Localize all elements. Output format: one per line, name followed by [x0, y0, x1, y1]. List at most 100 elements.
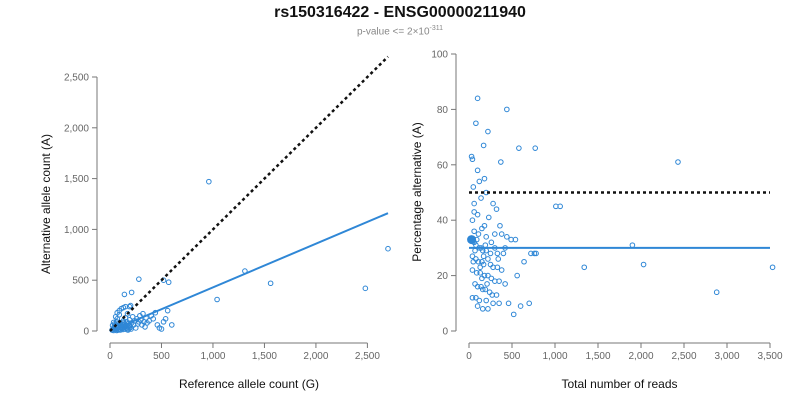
y-tick-label: 100: [431, 50, 448, 61]
y-tick-label: 80: [437, 105, 449, 116]
data-point: [267, 280, 274, 287]
subtitle-exponent: -311: [429, 25, 444, 32]
data-point: [473, 270, 480, 276]
left-scatter-panel: 0 500 1,000 1,500 2,000 2,500 0 500 1,000 1,500 2,…: [39, 55, 391, 391]
data-point: [128, 289, 135, 296]
data-point: [468, 153, 475, 160]
data-point: [490, 300, 496, 307]
data-point: [478, 195, 484, 201]
data-point: [514, 272, 520, 279]
data-point: [150, 316, 157, 322]
data-point: [482, 242, 489, 248]
data-point: [472, 247, 478, 254]
data-point: [471, 200, 477, 207]
x-tick-label: 2,500: [671, 351, 696, 362]
data-point: [493, 206, 500, 212]
data-point: [480, 253, 487, 260]
data-point: [126, 303, 133, 310]
data-point: [488, 239, 495, 246]
data-point: [164, 307, 171, 314]
data-point: [479, 225, 485, 232]
data-point: [483, 297, 490, 304]
data-point: [475, 258, 482, 265]
y-tick-label: 2,500: [64, 73, 89, 84]
data-point: [469, 267, 476, 273]
data-point: [493, 292, 500, 298]
chart-subtitle: p-value <= 2×10-311: [0, 25, 800, 37]
data-point: [473, 256, 479, 262]
data-point: [476, 297, 483, 304]
data-point: [517, 303, 524, 309]
data-point: [214, 296, 220, 303]
data-point: [485, 128, 491, 135]
data-point: [474, 167, 481, 174]
chart-title: rs150316422 - ENSG00000211940: [274, 4, 526, 21]
data-point: [471, 209, 477, 215]
y-tick-label: 1,000: [64, 225, 89, 236]
y-tick-label: 0: [442, 327, 448, 338]
x-tick-label: 2,000: [303, 351, 328, 362]
reference-line: [109, 55, 389, 332]
data-point: [385, 245, 391, 252]
data-point: [485, 272, 491, 279]
data-point: [481, 222, 488, 229]
data-point: [479, 306, 486, 312]
data-point: [640, 261, 647, 268]
data-point: [483, 234, 490, 240]
y-axis-title: Percentage alternative (A): [410, 122, 424, 261]
x-tick-label: 0: [466, 351, 472, 362]
data-point: [532, 145, 539, 151]
y-axis-title: Alternative allele count (A): [39, 134, 53, 274]
y-tick-label: 1,500: [64, 174, 89, 185]
data-point: [492, 231, 498, 237]
data-point: [481, 175, 488, 182]
data-point: [474, 283, 481, 290]
x-axis-title: Reference allele count (G): [179, 377, 319, 391]
data-point: [504, 106, 510, 113]
data-point: [479, 258, 485, 265]
highlight-point: [467, 235, 477, 245]
data-point: [478, 283, 484, 290]
data-point: [498, 267, 505, 273]
y-tick-label: 40: [437, 216, 449, 227]
data-point: [482, 286, 489, 293]
data-point: [474, 211, 481, 218]
data-point: [479, 275, 485, 282]
data-point: [487, 261, 494, 268]
data-point: [510, 311, 517, 318]
data-point: [498, 159, 504, 165]
data-point: [500, 250, 507, 257]
data-point: [475, 231, 482, 237]
data-point: [165, 279, 172, 286]
data-point: [124, 310, 131, 317]
data-point: [504, 234, 510, 240]
data-point: [471, 228, 477, 235]
y-tick-label: 60: [437, 160, 449, 171]
data-point: [162, 316, 169, 322]
x-tick-label: 1,000: [542, 351, 567, 362]
y-tick-label: 2,000: [64, 123, 89, 134]
x-tick-label: 3,000: [714, 351, 739, 362]
data-point: [713, 289, 720, 296]
data-point: [484, 281, 490, 287]
data-point: [487, 250, 494, 257]
data-point: [629, 242, 636, 248]
x-tick-label: 3,500: [757, 351, 782, 362]
data-point: [490, 200, 496, 207]
data-point: [473, 294, 479, 301]
data-point: [528, 250, 534, 257]
data-point: [477, 264, 483, 271]
data-point: [516, 145, 522, 151]
data-point: [127, 302, 134, 309]
data-point: [121, 291, 128, 298]
data-point: [469, 253, 476, 260]
data-point: [473, 120, 479, 127]
data-point: [488, 275, 495, 282]
data-point: [497, 222, 503, 229]
y-tick-label: 0: [83, 327, 89, 338]
x-tick-label: 0: [107, 351, 113, 362]
x-tick-label: 2,000: [628, 351, 653, 362]
x-tick-label: 1,500: [252, 351, 277, 362]
data-point: [502, 281, 508, 287]
